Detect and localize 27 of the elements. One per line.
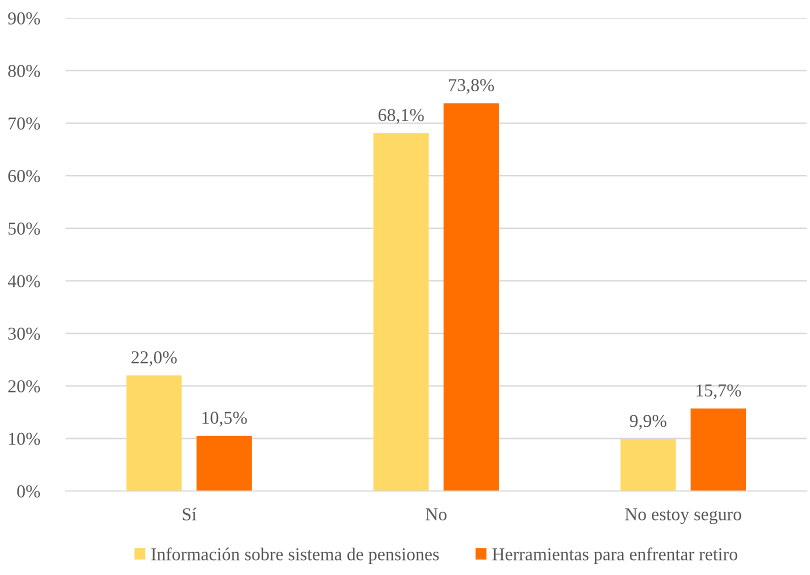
data-label: 15,7% [696, 384, 742, 400]
data-label: 22,0% [132, 351, 177, 366]
y-tick-label: 60% [8, 170, 40, 182]
x-tick-label: No [426, 508, 447, 520]
y-tick-label: 70% [8, 117, 40, 130]
legend-label: Herramientas para enfrentar retiro [492, 548, 738, 564]
y-tick-label: 90% [8, 12, 40, 25]
bar [690, 408, 746, 492]
y-tick-label: 50% [8, 222, 40, 235]
bar [620, 439, 676, 492]
x-tick-label: Sí [182, 508, 196, 520]
y-tick-label: 80% [8, 64, 40, 78]
bar [196, 436, 252, 492]
y-tick-label: 10% [9, 432, 40, 445]
data-label: 68,1% [378, 108, 424, 124]
data-label: 9,9% [630, 414, 666, 430]
bar [126, 375, 182, 492]
y-tick-label: 40% [8, 275, 40, 288]
y-tick-label: 0% [17, 485, 40, 498]
y-tick-label: 30% [8, 328, 40, 340]
bar [373, 133, 429, 492]
data-label: 10,5% [202, 412, 247, 426]
y-tick-label: 20% [8, 380, 40, 392]
data-label: 73,8% [449, 79, 494, 94]
x-tick-label: No estoy seguro [625, 508, 742, 524]
legend-label: Información sobre sistema de pensiones [151, 548, 439, 564]
bar [444, 103, 499, 492]
